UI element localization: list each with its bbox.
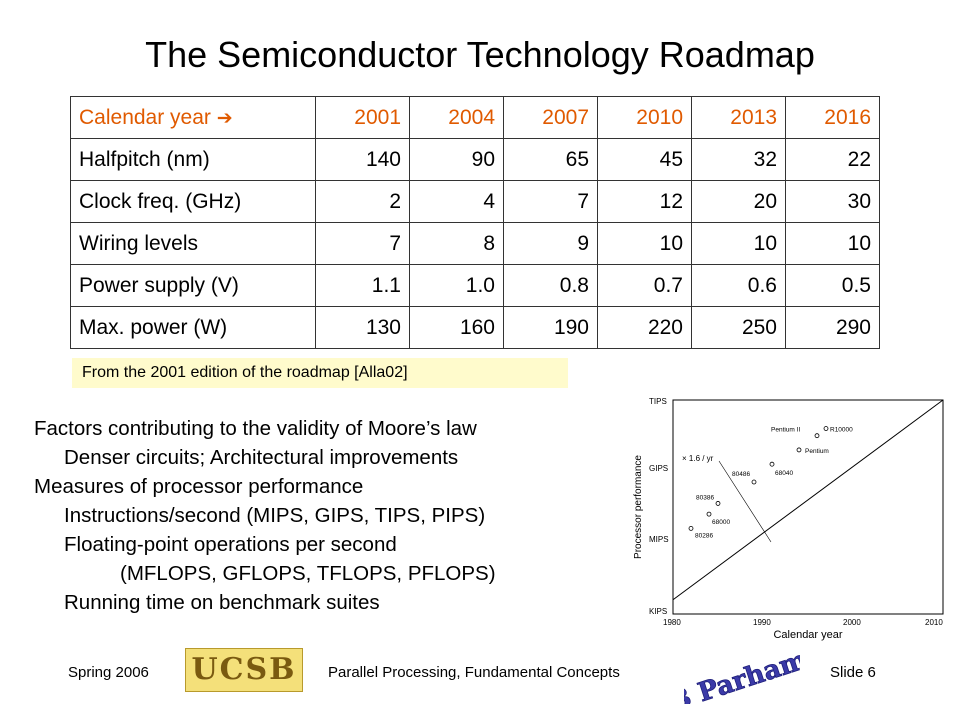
point-label: 80386 — [696, 494, 714, 501]
bullet-item: (MFLOPS, GFLOPS, TFLOPS, PFLOPS) — [120, 562, 496, 585]
x-tick-label: 1990 — [753, 618, 771, 627]
table-cell: 90 — [409, 138, 504, 181]
table-cell: 250 — [691, 306, 786, 349]
table-cell: 0.8 — [503, 264, 598, 307]
table-cell: 290 — [785, 306, 880, 349]
bullet-list: Factors contributing to the validity of … — [34, 414, 496, 617]
bullet-item: Instructions/second (MIPS, GIPS, TIPS, P… — [64, 504, 486, 527]
data-point — [769, 461, 775, 467]
table-cell: 65 — [503, 138, 598, 181]
table-cell: 10 — [597, 222, 692, 265]
table-cell: 10 — [691, 222, 786, 265]
bullet-item: Factors contributing to the validity of … — [34, 417, 477, 440]
x-axis-label: Calendar year — [773, 629, 842, 641]
table-cell: 30 — [785, 180, 880, 223]
table-cell: 2 — [315, 180, 410, 223]
row-label: Max. power (W) — [70, 306, 316, 349]
year-cell: 2001 — [315, 96, 410, 139]
source-note: From the 2001 edition of the roadmap [Al… — [72, 358, 568, 388]
table-cell: 140 — [315, 138, 410, 181]
point-label: 68040 — [775, 470, 793, 477]
year-cell: 2016 — [785, 96, 880, 139]
table-cell: 7 — [503, 180, 598, 223]
footer-course-title: Parallel Processing, Fundamental Concept… — [328, 664, 620, 681]
table-row: Wiring levels 7 8 9 10 10 10 — [70, 222, 880, 265]
row-label: Wiring levels — [70, 222, 316, 265]
x-tick-label: 1980 — [663, 618, 681, 627]
y-tick-label: KIPS — [649, 607, 667, 616]
table-cell: 4 — [409, 180, 504, 223]
bullet-item: Denser circuits; Architectural improveme… — [64, 446, 459, 469]
point-label: Pentium — [805, 448, 829, 455]
table-cell: 32 — [691, 138, 786, 181]
table-cell: 12 — [597, 180, 692, 223]
table-cell: 22 — [785, 138, 880, 181]
data-point — [715, 501, 721, 506]
ucsb-logo: UCSB — [185, 648, 303, 692]
point-label: R10000 — [830, 427, 853, 434]
x-tick-label: 2000 — [843, 618, 861, 627]
data-point — [796, 447, 802, 453]
signature-logo: B Parhami — [684, 648, 800, 704]
trend-line — [672, 399, 944, 601]
year-cell: 2004 — [409, 96, 504, 139]
table-cell: 0.7 — [597, 264, 692, 307]
table-cell: 8 — [409, 222, 504, 265]
table-row: Max. power (W) 130 160 190 220 250 290 — [70, 306, 880, 349]
performance-chart: TIPS GIPS MIPS KIPS 1980 1990 2000 2010 … — [633, 397, 944, 641]
slide-title: The Semiconductor Technology Roadmap — [145, 34, 815, 75]
chart-marks: 80286 68000 80386 80486 68040 Pentium Pentium … — [672, 399, 944, 601]
y-tick-label: GIPS — [649, 464, 668, 473]
bullet-item: Floating-point operations per second — [64, 533, 397, 556]
row-label: Clock freq. (GHz) — [70, 180, 316, 223]
row-label: Power supply (V) — [70, 264, 316, 307]
data-point — [823, 426, 829, 431]
table-row: Halfpitch (nm) 140 90 65 45 32 22 — [70, 138, 880, 181]
header-label: Calendar year — [79, 105, 211, 129]
table-cell: 10 — [785, 222, 880, 265]
table-cell: 160 — [409, 306, 504, 349]
data-point — [751, 479, 757, 485]
row-label: Halfpitch (nm) — [70, 138, 316, 181]
bullet-item: Running time on benchmark suites — [64, 591, 380, 614]
table-cell: 0.5 — [785, 264, 880, 307]
table-cell: 130 — [315, 306, 410, 349]
table-cell: 1.0 — [409, 264, 504, 307]
year-cell: 2013 — [691, 96, 786, 139]
arrow-right-icon: ➔ — [216, 106, 233, 129]
point-label: Pentium II — [771, 427, 800, 434]
table-cell: 1.1 — [315, 264, 410, 307]
table-row: Power supply (V) 1.1 1.0 0.8 0.7 0.6 0.5 — [70, 264, 880, 307]
y-tick-label: MIPS — [649, 535, 669, 544]
table-cell: 7 — [315, 222, 410, 265]
footer-date: Spring 2006 — [68, 664, 149, 681]
point-label: 80286 — [695, 532, 713, 539]
table-row: Clock freq. (GHz) 2 4 7 12 20 30 — [70, 180, 880, 223]
data-point — [814, 433, 820, 439]
bullet-item: Measures of processor performance — [34, 475, 364, 498]
point-label: 68000 — [712, 519, 730, 526]
plot-frame — [672, 399, 944, 615]
header-cell: Calendar year ➔ — [70, 96, 316, 139]
point-label: 80486 — [732, 471, 750, 478]
table-cell: 190 — [503, 306, 598, 349]
table-cell: 20 — [691, 180, 786, 223]
slide-number: Slide 6 — [830, 664, 876, 681]
y-axis-label: Processor performance — [633, 455, 644, 559]
table-cell: 45 — [597, 138, 692, 181]
table-header-row: Calendar year ➔ 2001 2004 2007 2010 2013… — [70, 96, 880, 139]
year-cell: 2007 — [503, 96, 598, 139]
table-cell: 0.6 — [691, 264, 786, 307]
data-point — [688, 525, 694, 531]
table-cell: 220 — [597, 306, 692, 349]
table-cell: 9 — [503, 222, 598, 265]
year-cell: 2010 — [597, 96, 692, 139]
x-tick-label: 2010 — [925, 618, 943, 627]
roadmap-table: Calendar year ➔ 2001 2004 2007 2010 2013… — [70, 96, 880, 349]
trend-label-leader — [718, 460, 772, 543]
signature-text: B Parhami — [684, 648, 800, 704]
data-point — [706, 511, 712, 517]
y-tick-label: TIPS — [649, 397, 667, 406]
trend-label: × 1.6 / yr — [682, 454, 714, 463]
